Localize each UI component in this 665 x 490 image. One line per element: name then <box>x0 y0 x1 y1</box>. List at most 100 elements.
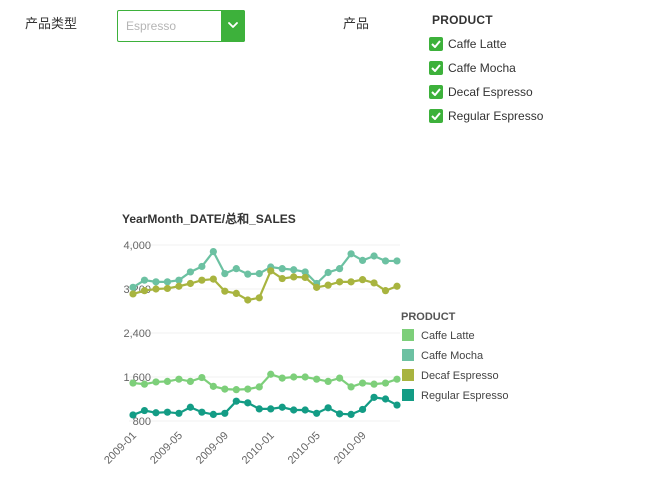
data-point <box>393 282 401 290</box>
checkbox-box[interactable] <box>429 37 443 51</box>
data-point <box>129 379 137 387</box>
data-point <box>209 275 217 283</box>
data-point <box>313 409 321 417</box>
select-toggle-button[interactable] <box>221 10 245 42</box>
data-point <box>324 281 332 289</box>
data-point <box>278 403 286 411</box>
data-point <box>255 383 263 391</box>
x-tick-label: 2010-01 <box>240 430 277 467</box>
data-point <box>313 283 321 291</box>
data-point <box>324 404 332 412</box>
data-point <box>393 375 401 383</box>
y-tick-label: 800 <box>133 416 151 428</box>
data-point <box>381 287 390 295</box>
check-icon <box>431 88 441 96</box>
data-point <box>301 373 309 381</box>
data-point <box>209 248 217 256</box>
check-icon <box>431 64 441 72</box>
checkbox-box[interactable] <box>429 85 443 99</box>
data-point <box>163 377 172 385</box>
x-tick-label: 2009-05 <box>148 430 185 467</box>
data-point <box>198 262 206 271</box>
data-point <box>370 279 378 287</box>
x-tick-label: 2009-09 <box>194 430 231 467</box>
x-tick-label: 2009-01 <box>102 430 139 467</box>
data-point <box>186 268 194 276</box>
checkbox-decaf-espresso[interactable]: Decaf Espresso <box>429 84 533 100</box>
data-point <box>347 383 355 391</box>
data-point <box>152 285 160 293</box>
data-point <box>313 375 321 383</box>
legend-swatch <box>402 389 414 401</box>
data-point <box>290 266 298 274</box>
legend-item: Caffe Mocha <box>421 350 484 362</box>
data-point <box>221 270 229 278</box>
chart-title: YearMonth_DATE/总和_SALES <box>122 211 296 226</box>
data-point <box>232 265 240 273</box>
data-point <box>163 408 172 416</box>
data-point <box>347 250 355 258</box>
data-point <box>255 405 263 413</box>
legend-swatch <box>402 329 414 341</box>
checkbox-label: Caffe Mocha <box>448 61 516 75</box>
checkbox-regular-espresso[interactable]: Regular Espresso <box>429 108 543 124</box>
product-checklist-title: PRODUCT <box>432 13 493 27</box>
data-point <box>152 378 160 386</box>
data-point <box>278 374 286 382</box>
data-point <box>140 276 149 284</box>
data-point <box>186 279 194 288</box>
data-point <box>244 385 252 393</box>
data-point <box>393 257 401 265</box>
data-point <box>152 278 160 286</box>
checkbox-box[interactable] <box>429 109 443 123</box>
data-point <box>278 265 286 273</box>
data-point <box>232 289 240 297</box>
data-point <box>140 406 149 415</box>
legend-title: PRODUCT <box>401 311 456 323</box>
data-point <box>232 397 240 405</box>
checkbox-box[interactable] <box>429 61 443 75</box>
data-point <box>358 256 367 264</box>
data-point <box>393 401 401 409</box>
check-icon <box>431 40 441 48</box>
data-point <box>301 406 309 414</box>
data-point <box>336 265 344 273</box>
legend-item: Regular Espresso <box>421 390 508 402</box>
data-point <box>129 283 137 291</box>
data-point <box>221 287 229 295</box>
data-point <box>381 379 390 387</box>
data-point <box>370 393 378 401</box>
data-point <box>140 380 149 388</box>
x-tick-label: 2010-05 <box>286 430 323 467</box>
data-point <box>209 382 217 390</box>
data-point <box>278 274 286 283</box>
y-tick-label: 2,400 <box>123 328 151 340</box>
data-point <box>358 276 367 284</box>
checkbox-caffe-latte[interactable]: Caffe Latte <box>429 36 507 52</box>
series-line <box>132 269 398 302</box>
data-point <box>129 290 137 298</box>
data-point <box>209 410 217 418</box>
data-point <box>198 276 206 284</box>
data-point <box>186 403 194 411</box>
data-point <box>175 375 183 383</box>
data-point <box>301 273 309 282</box>
legend-swatch <box>402 369 414 381</box>
checkbox-label: Regular Espresso <box>448 109 544 123</box>
data-point <box>255 294 263 302</box>
checkbox-caffe-mocha[interactable]: Caffe Mocha <box>429 60 516 76</box>
data-point <box>232 386 240 394</box>
product-label: 产品 <box>343 17 370 32</box>
data-point <box>370 380 378 388</box>
data-point <box>244 399 252 407</box>
data-point <box>324 268 332 277</box>
data-point <box>163 278 172 286</box>
data-point <box>358 405 367 414</box>
data-point <box>175 282 183 290</box>
series-line <box>132 396 398 416</box>
data-point <box>290 273 298 281</box>
data-point <box>381 395 390 403</box>
product-type-select[interactable]: Espresso <box>117 10 245 42</box>
legend-item: Caffe Latte <box>421 330 475 342</box>
